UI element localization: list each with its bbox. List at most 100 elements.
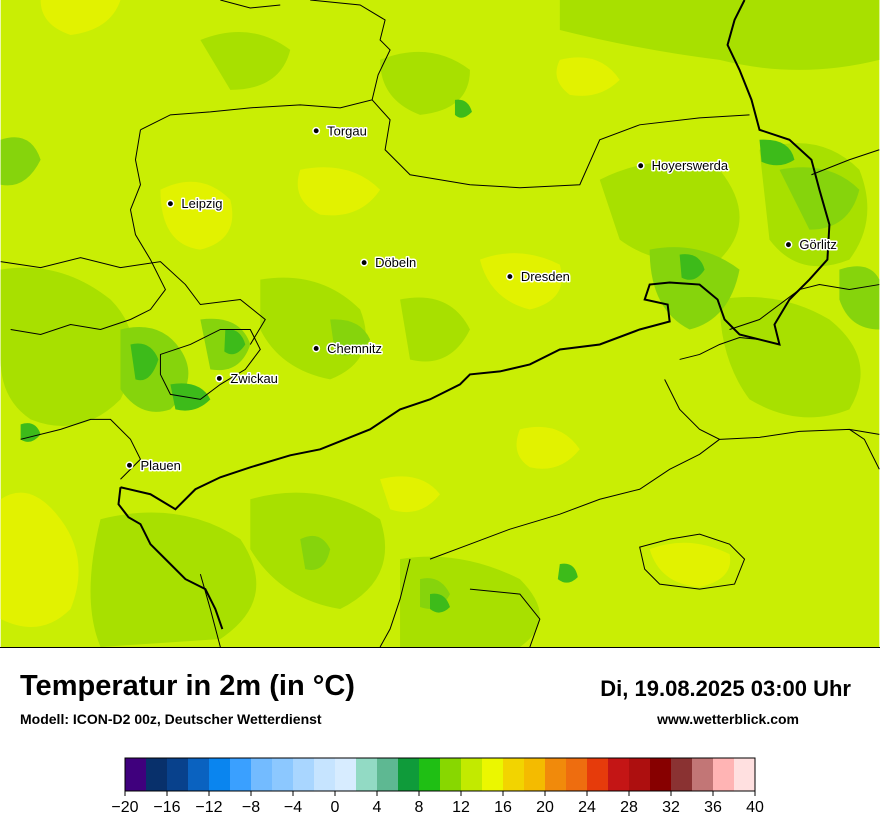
city-label: Hoyerswerda [652,158,729,173]
temperature-field [0,0,880,647]
district-border [199,573,221,647]
legend-swatch [587,758,609,791]
temperature-zone [839,266,880,330]
temperature-zone [557,563,578,583]
city-dot [312,126,321,135]
temperature-zone [0,267,134,427]
legend-swatch [272,758,294,791]
legend-swatch [167,758,189,791]
legend-swatch [251,758,273,791]
legend-swatch [125,758,147,791]
temperature-zone [20,423,41,442]
district-border [469,588,541,647]
legend-swatch [692,758,714,791]
city-markers: Torgau Leipzig Hoyerswerda Görlitz Döbeln Dre… [125,122,838,474]
legend-swatch [146,758,168,791]
national-border [117,487,224,630]
city-label: Döbeln [375,255,416,270]
temperature-zone [130,343,159,381]
temperature-zone [330,319,371,356]
district-border [639,533,746,590]
legend-tick-label: 32 [662,799,680,816]
city-label: Zwickau [230,371,278,386]
legend-swatch [545,758,567,791]
legend-swatch [335,758,357,791]
temperature-zone [559,0,880,70]
temperature-zone [380,51,470,115]
temperature-zone [90,512,257,647]
city-dot [636,161,645,170]
temperature-zone [599,161,740,263]
city-dot [360,258,369,267]
legend-tick-labels: −20 −16 −12 −8 −4 0 4 8 12 16 20 24 28 32 36 40 [111,791,764,816]
temperature-zone [779,167,860,230]
district-border [0,257,266,345]
city-label: Dresden [521,269,570,284]
legend-swatch [419,758,441,791]
temperature-zone [454,99,472,118]
legend-swatch [650,758,672,791]
district-border [20,418,142,480]
temperature-zone [400,297,470,362]
temperature-zone [516,426,580,469]
temperature-zone [430,593,450,613]
legend-swatch [503,758,525,791]
temperature-zone [0,137,41,186]
city-label: Chemnitz [327,341,382,356]
legend-swatch [230,758,252,791]
temperature-zone [649,247,740,330]
district-border [729,284,880,330]
legend-tick-label: −16 [153,799,180,816]
temperature-zone [479,253,562,310]
city-dot [505,272,514,281]
legend-swatch [314,758,336,791]
temperature-zone [297,167,381,216]
color-scale-legend: −20 −16 −12 −8 −4 0 4 8 12 16 20 24 28 32 36 40 [111,757,764,816]
legend-tick-label: 36 [704,799,722,816]
legend-tick-label: 24 [578,799,596,816]
city-label: Torgau [327,123,367,138]
city-dot [215,374,224,383]
national-border [120,0,831,511]
temperature-zone [0,492,79,628]
website-link[interactable]: www.wetterblick.com [657,711,799,727]
district-border [371,99,750,189]
legend-swatch [566,758,588,791]
temperature-zone [40,0,121,35]
district-border [679,336,760,360]
legend-tick-label: 8 [415,799,424,816]
legend-swatch [482,758,504,791]
district-border [429,438,720,560]
legend-tick-label: 4 [373,799,382,816]
legend-swatch [188,758,210,791]
model-source: Modell: ICON-D2 00z, Deutscher Wetterdie… [20,711,322,727]
legend-tick-label: −12 [195,799,222,816]
legend-tick-label: 20 [536,799,554,816]
temperature-zone [200,31,291,90]
legend-tick-label: 12 [452,799,470,816]
district-border [379,559,411,647]
temperature-zone [400,556,540,647]
temperature-zone [160,181,233,250]
temperature-zone [679,254,705,280]
legend-tick-label: −20 [111,799,138,816]
district-border [664,379,880,440]
legend-swatch [524,758,546,791]
legend-swatch [734,758,756,791]
district-border [220,0,281,9]
legend-swatches [124,757,756,792]
legend-tick-label: 16 [494,799,512,816]
district-border [10,129,167,335]
legend-swatch [461,758,483,791]
city-label: Leipzig [181,196,222,211]
district-border [849,428,880,470]
temperature-zone [380,476,440,513]
temperature-zone [759,139,795,166]
boundaries [0,0,880,647]
city-dot [125,461,134,470]
forecast-datetime: Di, 19.08.2025 03:00 Uhr [600,676,851,701]
legend-swatch [629,758,651,791]
legend-tick-label: 28 [620,799,638,816]
legend-tick-label: −8 [242,799,260,816]
legend-swatch [356,758,378,791]
